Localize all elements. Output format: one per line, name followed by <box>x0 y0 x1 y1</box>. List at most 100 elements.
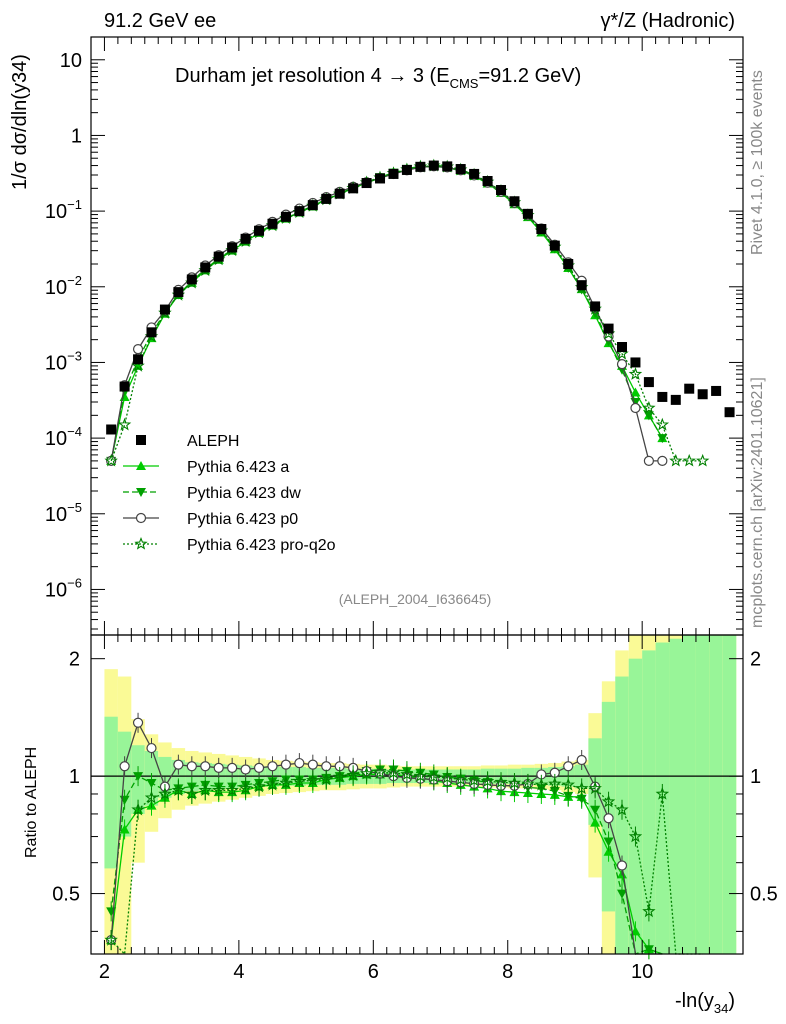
y-tick-base: 10 <box>45 579 67 601</box>
series-point-ratio <box>655 786 670 800</box>
series-point-ratio <box>146 742 157 754</box>
aleph-data-point <box>200 262 211 273</box>
legend-item-3: Pythia 6.423 p0 <box>123 511 298 528</box>
aleph-data-point <box>280 211 291 222</box>
y-tick-label-lower-right: 2 <box>750 649 761 671</box>
y-tick-label-upper: 10−4 <box>45 424 82 450</box>
series-point-upper <box>117 417 132 431</box>
series-point-ratio <box>319 772 334 786</box>
legend-marker <box>134 536 148 550</box>
analysis-tag: (ALEPH_2004_I636645) <box>339 591 492 607</box>
mcplots-label: mcplots.cern.ch [arXiv:2401.10621] <box>749 377 766 628</box>
series-point-ratio <box>119 824 130 834</box>
aleph-data-point <box>509 196 520 207</box>
series-point-ratio <box>186 761 197 772</box>
series-point-ratio <box>321 761 332 772</box>
series-point-ratio <box>643 945 654 955</box>
series-point-ratio <box>373 765 387 779</box>
aleph-data-point <box>697 389 708 400</box>
aleph-data-point <box>643 377 654 388</box>
inner-band-bin <box>104 716 118 869</box>
series-point-ratio <box>427 769 441 783</box>
legend-item-1: Pythia 6.423 a <box>123 459 289 476</box>
series-point-ratio <box>603 813 614 824</box>
y-tick-base: 10 <box>45 201 67 223</box>
series-point-ratio <box>131 802 145 816</box>
aleph-data-point <box>307 200 318 211</box>
y-tick-label-lower-right: 0.5 <box>750 884 778 906</box>
aleph-data-point <box>133 354 144 365</box>
aleph-data-point <box>375 173 386 184</box>
series-point-ratio <box>563 761 574 772</box>
y-tick-label-upper: 10−6 <box>45 575 82 601</box>
series-point-upper <box>643 455 654 466</box>
aleph-data-point <box>173 287 184 298</box>
aleph-data-point <box>536 224 547 235</box>
y-tick-label-lower-right: 1 <box>750 766 761 788</box>
y-tick-exponent: −6 <box>67 575 82 590</box>
series-point-ratio <box>213 762 224 773</box>
legend-item-4: Pythia 6.423 pro-q2o <box>123 536 336 554</box>
legend-label: Pythia 6.423 dw <box>187 485 301 502</box>
aleph-data-point <box>563 258 574 269</box>
y-tick-exponent: −4 <box>67 424 82 439</box>
y-tick-label-upper: 10−2 <box>45 273 82 299</box>
series-point-ratio <box>267 761 278 772</box>
legend-item-2: Pythia 6.423 dw <box>123 485 301 502</box>
y-tick-base: 10 <box>45 504 67 526</box>
aleph-data-point <box>442 161 453 172</box>
lower-plot-frame <box>90 634 744 955</box>
axis-ticks <box>91 36 743 954</box>
series-point-upper <box>628 367 643 380</box>
aleph-data-point <box>294 206 305 217</box>
aleph-data-point <box>657 391 668 402</box>
rivet-version-label: Rivet 4.1.0, ≥ 100k events <box>749 70 766 255</box>
aleph-data-point <box>522 208 533 219</box>
aleph-data-point <box>186 274 197 285</box>
series-point-ratio <box>279 775 293 789</box>
y-tick-base: 10 <box>45 428 67 450</box>
aleph-data-point <box>254 225 265 236</box>
series-point-ratio <box>173 759 184 770</box>
series-point-ratio <box>104 933 118 946</box>
y-tick-label-upper: 10−5 <box>45 500 82 526</box>
inner-band-bin <box>709 635 723 954</box>
aleph-data-point <box>711 385 722 396</box>
header-left: 91.2 GeV ee <box>104 10 216 32</box>
series-point-ratio <box>617 889 628 899</box>
series-point-ratio <box>307 759 318 770</box>
series-point-ratio <box>507 775 522 789</box>
series-point-ratio <box>198 783 212 796</box>
series-point-ratio <box>400 767 414 781</box>
series-point-ratio <box>292 774 307 787</box>
series-point-ratio <box>615 802 629 816</box>
legend-label: Pythia 6.423 a <box>187 459 289 476</box>
series-point-ratio <box>359 766 374 780</box>
aleph-data-point <box>334 188 345 199</box>
series-point-ratio <box>238 781 253 795</box>
plot-title-tail: =91.2 GeV) <box>478 65 581 87</box>
y-axis-label-lower: Ratio to ALEPH <box>23 747 40 858</box>
legend-label: Pythia 6.423 pro-q2o <box>187 537 336 554</box>
aleph-data-point <box>240 233 251 244</box>
inner-band-bin <box>722 635 737 954</box>
y-tick-label-upper: 10−3 <box>45 348 82 374</box>
x-axis-label-close: ) <box>728 990 735 1012</box>
series-point-ratio <box>480 774 495 787</box>
aleph-data-point <box>267 218 278 229</box>
legend-marker <box>136 488 146 497</box>
series-point-ratio <box>171 783 186 796</box>
inner-band-bin <box>695 635 710 954</box>
series-point-ratio <box>494 775 508 788</box>
y-tick-base: 1 <box>71 125 82 147</box>
series-point-upper <box>616 359 628 370</box>
series-point-upper <box>695 453 710 467</box>
series-point-ratio <box>146 779 157 789</box>
series-point-upper <box>657 434 668 444</box>
plot-title-main: Durham jet resolution 4 → 3 (E <box>175 65 450 87</box>
series-point-ratio <box>158 786 172 800</box>
aleph-data-point <box>321 193 332 204</box>
series-point-ratio <box>413 768 428 782</box>
legend-label: Pythia 6.423 p0 <box>187 511 298 528</box>
aleph-data-point <box>159 304 170 315</box>
